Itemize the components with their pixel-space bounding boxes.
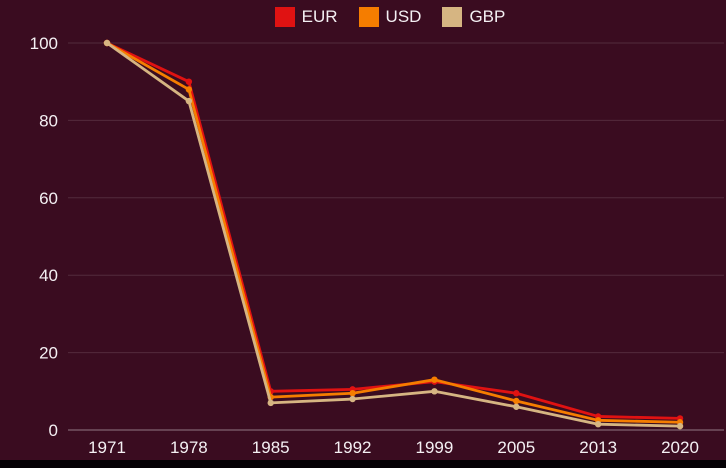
data-point-usd-1978: [185, 86, 193, 93]
legend-swatch-gbp: [442, 7, 463, 27]
data-point-eur-1978: [185, 78, 193, 85]
data-point-gbp-2013: [594, 420, 602, 428]
legend: EUR USD GBP: [27, 7, 726, 27]
legend-label-gbp: GBP: [469, 7, 506, 26]
x-tick-label: 1971: [88, 438, 126, 457]
x-tick-label: 2005: [497, 438, 535, 457]
y-tick-label: 20: [39, 344, 58, 363]
legend-item-usd[interactable]: USD: [358, 7, 422, 27]
data-point-gbp-1999: [431, 388, 438, 395]
y-tick-label: 60: [39, 189, 58, 208]
y-tick-label: 40: [39, 266, 58, 285]
legend-label-eur: EUR: [301, 7, 338, 26]
data-point-usd-1992: [349, 390, 356, 397]
data-point-gbp-2020: [676, 422, 684, 430]
y-tick-label: 80: [39, 111, 58, 130]
x-tick-label: 2013: [579, 438, 617, 457]
series-line-usd: [105, 41, 682, 424]
y-tick-label: 0: [49, 421, 58, 440]
data-point-gbp-1985: [267, 399, 274, 407]
x-tick-label: 1999: [416, 438, 454, 457]
data-point-gbp-2005: [513, 403, 520, 410]
legend-swatch-eur: [274, 7, 295, 27]
legend-label-usd: USD: [385, 7, 422, 26]
legend-item-gbp[interactable]: GBP: [442, 7, 505, 27]
legend-item-eur[interactable]: EUR: [274, 7, 338, 27]
x-tick-label: 1992: [334, 438, 372, 457]
data-point-usd-1999: [431, 376, 438, 383]
data-point-eur-2005: [513, 390, 520, 397]
x-tick-label: 1985: [252, 438, 290, 457]
series-line-gbp: [105, 41, 682, 428]
series-line-eur: [105, 41, 682, 420]
data-point-usd-2005: [513, 397, 520, 405]
x-tick-label: 1978: [170, 438, 208, 457]
data-point-gbp-1978: [185, 97, 193, 105]
bottom-edge-bar: [0, 460, 726, 468]
x-tick-label: 2020: [661, 438, 699, 457]
data-point-gbp-1971: [103, 39, 111, 47]
data-point-gbp-1992: [349, 395, 356, 403]
y-tick-label: 100: [30, 34, 58, 53]
legend-swatch-usd: [358, 7, 379, 27]
